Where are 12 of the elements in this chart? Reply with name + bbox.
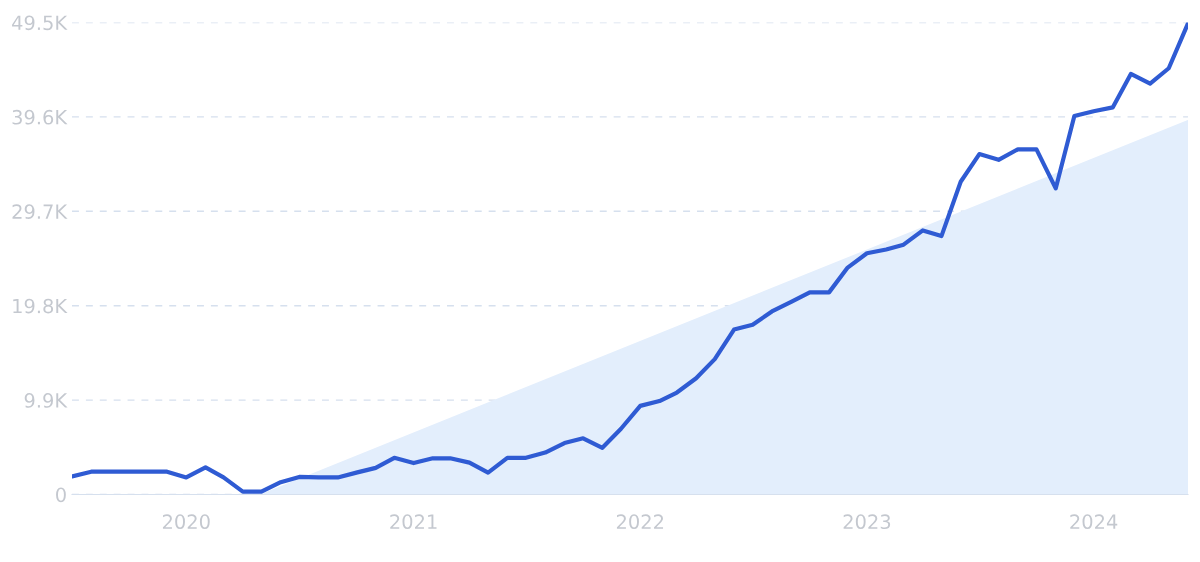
x-tick-label: 2021 xyxy=(390,514,437,530)
line-series xyxy=(72,22,1188,494)
y-tick-label: 39.6K xyxy=(12,109,68,125)
x-tick-label: 2023 xyxy=(843,514,891,530)
x-tick-label: 2020 xyxy=(162,514,210,530)
y-tick-label: 0 xyxy=(56,487,66,503)
x-tick-label: 2022 xyxy=(616,514,664,530)
y-tick-label: 19.8K xyxy=(13,298,68,314)
x-tick-label: 2024 xyxy=(1070,514,1118,530)
y-tick-label: 49.5K xyxy=(12,15,68,31)
y-tick-label: 29.7K xyxy=(12,204,68,219)
y-tick-label: 9.9K xyxy=(24,393,68,408)
